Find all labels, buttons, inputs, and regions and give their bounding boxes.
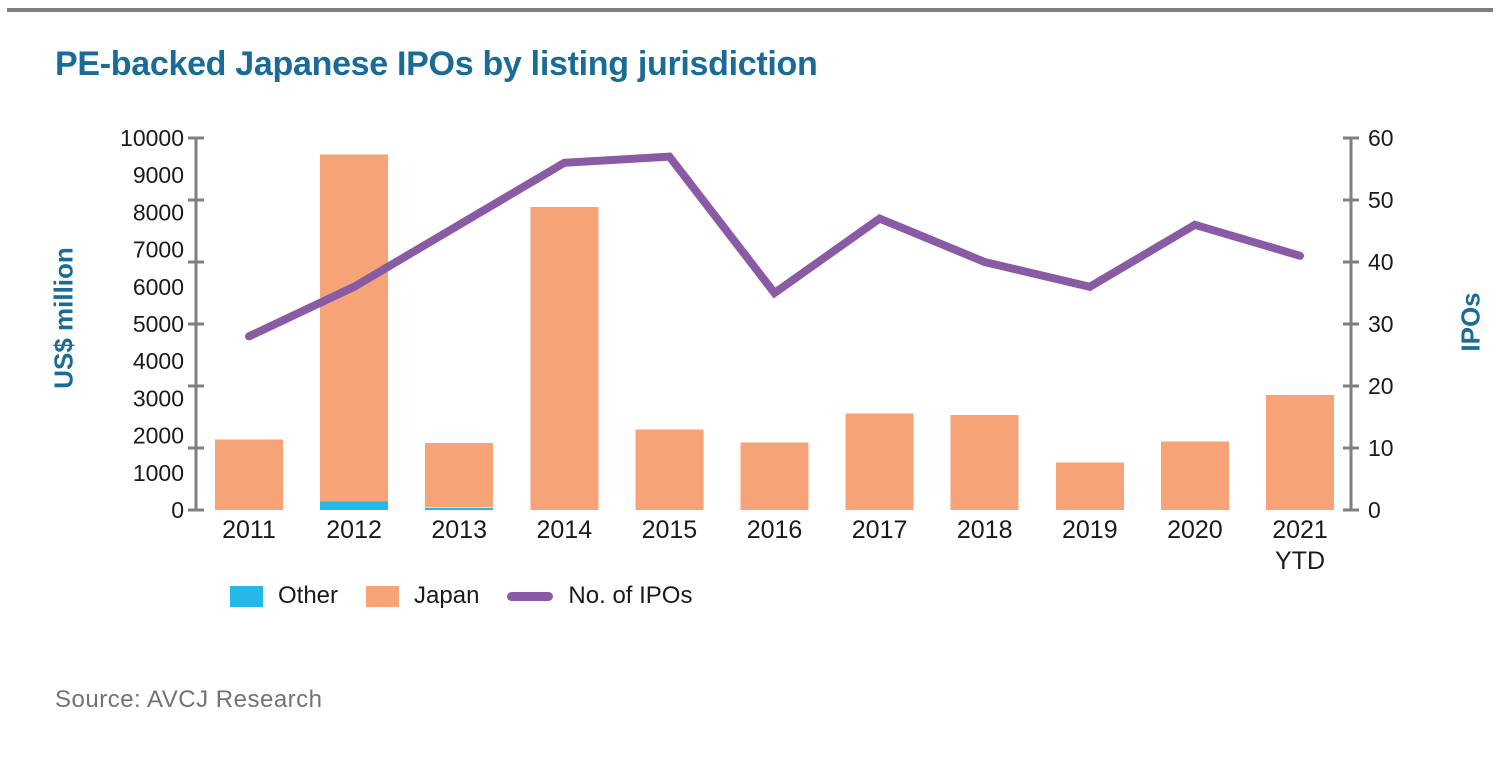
legend-item-no-of-ipos: No. of IPOs: [507, 582, 692, 610]
bar-japan-2014: [530, 206, 599, 511]
ipo-count-line: [245, 152, 1304, 341]
right-axis-label-0: 0: [1368, 497, 1381, 523]
x-axis-label-2015: 2015: [642, 516, 698, 544]
bar-japan-2015: [635, 429, 704, 510]
legend-label-other: Other: [278, 582, 339, 609]
other-series-swatch: [230, 585, 263, 607]
left-axis-label-7000: 7000: [133, 237, 184, 263]
left-axis-label-1000: 1000: [133, 460, 184, 486]
left-axis-label-10000: 10000: [120, 125, 184, 151]
x-axis-label-2019: 2019: [1062, 516, 1118, 544]
bar-japan-2016: [740, 442, 809, 510]
bar-other-2013: [425, 507, 494, 510]
top-divider-rule: [7, 8, 1493, 12]
legend-item-japan: Japan: [366, 582, 479, 610]
left-axis-label-6000: 6000: [133, 274, 184, 300]
left-axis-label-4000: 4000: [133, 348, 184, 374]
left-axis-label-0: 0: [171, 497, 184, 523]
x-axis-label-2021: 2021 YTD: [1272, 516, 1328, 575]
right-axis-label-50: 50: [1368, 187, 1394, 213]
left-axis-label-2000: 2000: [133, 423, 184, 449]
left-axis-label-3000: 3000: [133, 385, 184, 411]
x-axis-label-2017: 2017: [852, 516, 908, 544]
left-axis-label-9000: 9000: [133, 162, 184, 188]
bar-japan-2012: [320, 154, 389, 502]
bar-japan-2020: [1160, 441, 1229, 510]
legend-item-other: Other: [230, 582, 338, 610]
right-axis-label-20: 20: [1368, 373, 1394, 399]
bar-japan-2013: [425, 443, 494, 508]
x-axis-label-2020: 2020: [1167, 516, 1223, 544]
right-axis-label-60: 60: [1368, 125, 1394, 151]
left-axis-label-8000: 8000: [133, 199, 184, 225]
bar-other-2012: [320, 501, 389, 510]
legend: Other Japan No. of IPOs: [230, 582, 692, 610]
bar-japan-2018: [950, 415, 1019, 510]
x-axis-label-2013: 2013: [431, 516, 487, 544]
x-axis-label-2014: 2014: [536, 516, 592, 544]
x-axis-label-2011: 2011: [222, 516, 276, 544]
left-axis-label-5000: 5000: [133, 311, 184, 337]
source-note: Source: AVCJ Research: [55, 686, 323, 713]
x-axis-label-2012: 2012: [326, 516, 382, 544]
x-axis-label-2016: 2016: [747, 516, 803, 544]
bar-japan-2017: [845, 413, 914, 510]
bar-japan-2011: [215, 439, 283, 510]
x-axis-label-2018: 2018: [957, 516, 1013, 544]
bar-japan-2021: [1266, 395, 1334, 510]
ipo-line-swatch: [507, 591, 554, 601]
japan-series-swatch: [366, 585, 400, 607]
right-axis-label-40: 40: [1368, 249, 1394, 275]
bar-japan-2019: [1055, 462, 1124, 510]
right-axis-label-10: 10: [1368, 435, 1394, 461]
right-axis-label-30: 30: [1368, 311, 1394, 337]
legend-label-no-of-ipos: No. of IPOs: [568, 582, 693, 609]
chart-title: PE-backed Japanese IPOs by listing juris…: [55, 45, 818, 83]
legend-label-japan: Japan: [414, 582, 480, 609]
